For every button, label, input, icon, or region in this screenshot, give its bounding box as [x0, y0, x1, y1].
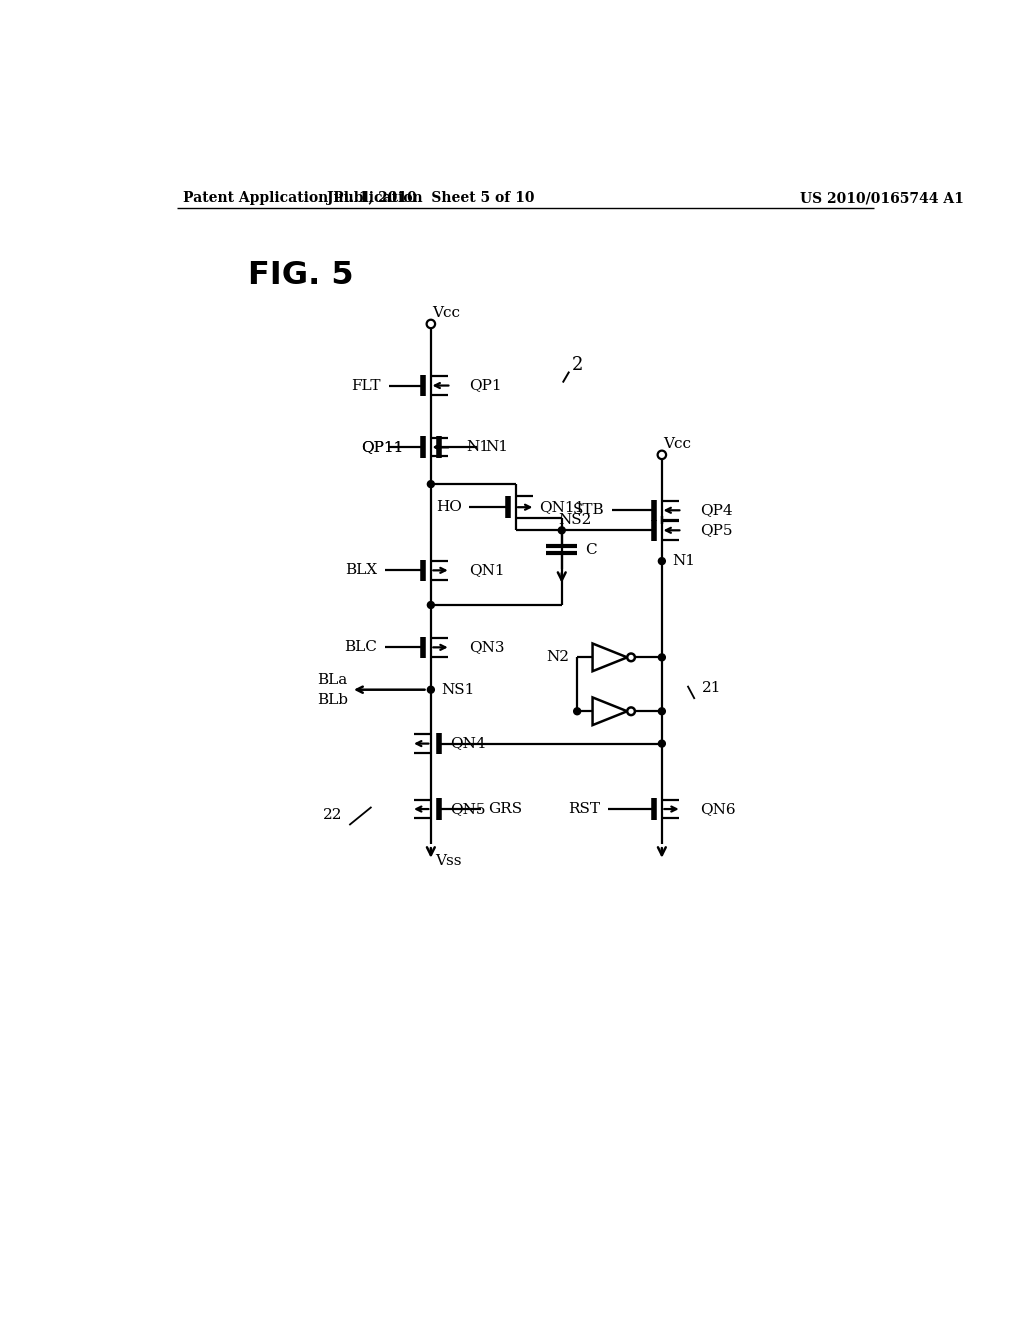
Text: BLa: BLa [317, 673, 348, 686]
Text: BLX: BLX [345, 564, 377, 577]
Text: NS2: NS2 [558, 512, 591, 527]
Text: RST: RST [568, 803, 600, 816]
Circle shape [658, 741, 666, 747]
Text: QN5: QN5 [451, 803, 485, 816]
Text: QN4: QN4 [451, 737, 485, 751]
Text: QN1: QN1 [469, 564, 505, 577]
Circle shape [427, 686, 434, 693]
Text: HO: HO [436, 500, 462, 515]
Circle shape [427, 602, 434, 609]
Text: Vcc: Vcc [432, 306, 461, 321]
Text: QN3: QN3 [469, 640, 505, 655]
Text: QP11: QP11 [361, 440, 403, 454]
Text: GRS: GRS [488, 803, 522, 816]
Circle shape [427, 480, 434, 487]
Circle shape [658, 557, 666, 565]
Text: BLb: BLb [316, 693, 348, 706]
Circle shape [658, 708, 666, 714]
Text: QP11: QP11 [361, 440, 403, 454]
Text: QN11: QN11 [539, 500, 584, 515]
Circle shape [558, 527, 565, 533]
Circle shape [573, 708, 581, 714]
Text: QN6: QN6 [700, 803, 736, 816]
Text: STB: STB [572, 503, 604, 517]
Text: Vss: Vss [435, 854, 461, 869]
Text: 2: 2 [571, 356, 583, 374]
Text: BLC: BLC [344, 640, 377, 655]
Text: Jul. 1, 2010   Sheet 5 of 10: Jul. 1, 2010 Sheet 5 of 10 [327, 191, 535, 206]
Text: QP4: QP4 [700, 503, 733, 517]
Text: N1: N1 [673, 554, 695, 568]
Text: FIG. 5: FIG. 5 [249, 260, 354, 290]
Text: N1: N1 [484, 440, 508, 454]
Text: N2: N2 [547, 651, 569, 664]
Text: QP5: QP5 [700, 523, 733, 537]
Circle shape [658, 653, 666, 661]
Text: Patent Application Publication: Patent Application Publication [183, 191, 423, 206]
Text: 21: 21 [701, 681, 721, 696]
Text: N1: N1 [466, 440, 489, 454]
Text: US 2010/0165744 A1: US 2010/0165744 A1 [801, 191, 965, 206]
Text: FLT: FLT [351, 379, 381, 392]
Text: Vcc: Vcc [664, 437, 691, 451]
Text: QP1: QP1 [469, 379, 502, 392]
Text: 22: 22 [323, 808, 342, 822]
Text: NS1: NS1 [441, 682, 475, 697]
Text: C: C [585, 543, 597, 557]
